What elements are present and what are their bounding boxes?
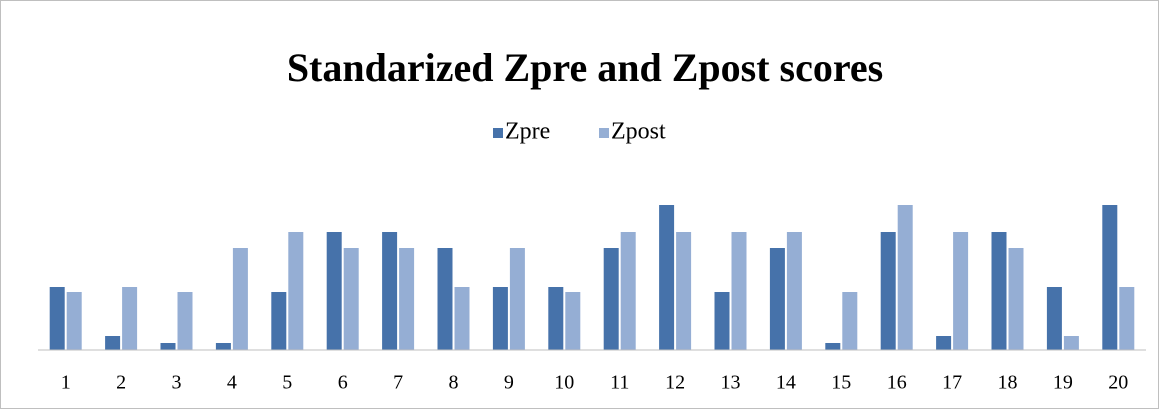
bar	[399, 248, 415, 350]
bar	[382, 232, 398, 350]
x-tick-label: 13	[721, 372, 741, 394]
x-tick-label: 7	[393, 372, 403, 394]
x-tick-label: 10	[554, 372, 574, 394]
chart-title: Standarized Zpre and Zpost scores	[287, 45, 883, 90]
x-tick-label: 15	[831, 372, 851, 394]
bar	[603, 248, 619, 350]
bar	[1119, 287, 1135, 350]
bar	[897, 205, 913, 350]
x-tick-label: 12	[665, 372, 685, 394]
x-tick-label: 4	[227, 372, 237, 394]
legend-swatch	[493, 128, 503, 138]
bar	[880, 232, 896, 350]
bar	[122, 287, 138, 350]
legend-label: Zpre	[505, 119, 550, 145]
x-tick-label: 11	[610, 372, 629, 394]
bar	[105, 336, 121, 350]
bar	[232, 248, 248, 350]
bar	[1102, 205, 1118, 350]
bar	[825, 343, 841, 350]
bar	[786, 232, 802, 350]
bar	[659, 205, 675, 350]
bar	[66, 292, 82, 350]
bar	[271, 292, 287, 350]
x-tick-label: 1	[61, 372, 71, 394]
bar	[492, 287, 508, 350]
legend-label: Zpost	[611, 119, 666, 145]
x-tick-label: 17	[942, 372, 962, 394]
bar	[676, 232, 692, 350]
bar	[160, 343, 176, 350]
bar	[620, 232, 636, 350]
x-tick-label: 19	[1053, 372, 1073, 394]
x-tick-label: 16	[887, 372, 907, 394]
x-tick-label: 14	[776, 372, 796, 394]
x-tick-label: 18	[998, 372, 1018, 394]
legend-swatch	[599, 128, 609, 138]
bar	[49, 287, 65, 350]
bar	[177, 292, 193, 350]
bar	[769, 248, 785, 350]
bar	[714, 292, 730, 350]
bar	[936, 336, 952, 350]
bar	[215, 343, 231, 350]
x-tick-label: 3	[172, 372, 182, 394]
bar	[288, 232, 304, 350]
bar	[326, 232, 342, 350]
bar	[1063, 336, 1079, 350]
bar	[953, 232, 969, 350]
bar	[1008, 248, 1024, 350]
bar	[548, 287, 564, 350]
bar	[731, 232, 747, 350]
x-tick-label: 5	[282, 372, 292, 394]
x-tick-label: 8	[449, 372, 459, 394]
bar	[509, 248, 525, 350]
bar	[842, 292, 858, 350]
x-tick-label: 20	[1108, 372, 1128, 394]
bar	[1046, 287, 1062, 350]
bar	[991, 232, 1007, 350]
x-tick-label: 6	[338, 372, 348, 394]
bar	[343, 248, 359, 350]
x-tick-label: 9	[504, 372, 514, 394]
x-tick-label: 2	[116, 372, 126, 394]
bar	[437, 248, 453, 350]
bar	[565, 292, 581, 350]
bar	[454, 287, 470, 350]
